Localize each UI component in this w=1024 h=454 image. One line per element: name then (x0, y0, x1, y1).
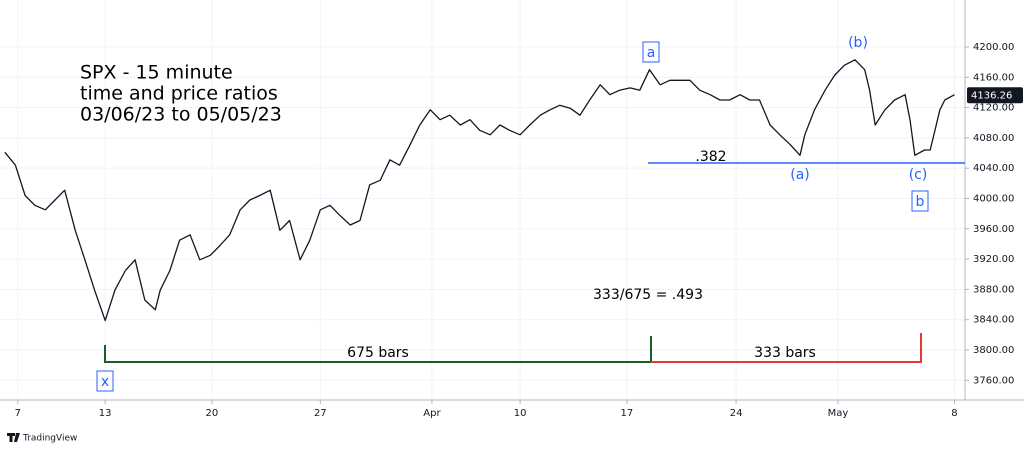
x-tick-label: 17 (621, 408, 634, 419)
wave-label: (a) (790, 167, 810, 183)
title-line: time and price ratios (80, 83, 278, 105)
last-price-label: 4136.26 (971, 90, 1012, 101)
price-line (4, 59, 955, 322)
y-tick-label: 3880.00 (973, 284, 1014, 295)
y-tick-label: 3960.00 (973, 224, 1014, 235)
fib-label: .382 (695, 149, 726, 165)
y-tick-label: 4160.00 (973, 72, 1014, 83)
ratio-label: 333/675 = .493 (593, 287, 703, 303)
y-tick-label: 3920.00 (973, 254, 1014, 265)
x-tick-label: Apr (423, 408, 441, 419)
title-line: 03/06/23 to 05/05/23 (80, 104, 282, 126)
x-tick-label: 8 (951, 408, 957, 419)
wave-label: (c) (909, 167, 928, 183)
bracket-675 (104, 336, 652, 363)
x-tick-label: 7 (15, 408, 21, 419)
x-tick-label: May (828, 408, 849, 419)
y-tick-label: 3800.00 (973, 345, 1014, 356)
wave-label: b (916, 194, 925, 210)
y-tick-label: 3760.00 (973, 375, 1014, 386)
last-price-box (967, 87, 1023, 104)
wave-label: a (647, 45, 656, 61)
wave-label: (b) (848, 35, 868, 51)
label-box (96, 370, 114, 392)
x-tick-label: 13 (99, 408, 112, 419)
plot (4, 59, 955, 322)
y-tick-label: 4040.00 (973, 163, 1014, 174)
bracket-333 (651, 333, 922, 363)
x-tick-label: 20 (206, 408, 219, 419)
label-box (911, 190, 929, 212)
grid (0, 0, 965, 400)
bar-count: 333 bars (754, 345, 816, 361)
y-tick-label: 4120.00 (973, 103, 1014, 114)
y-tick-label: 4000.00 (973, 193, 1014, 204)
y-tick-label: 4080.00 (973, 133, 1014, 144)
x-tick-label: 27 (314, 408, 327, 419)
y-tick-label: 3840.00 (973, 315, 1014, 326)
x-tick-label: 10 (514, 408, 527, 419)
x-tick-label: 24 (730, 408, 743, 419)
bar-count: 675 bars (347, 345, 409, 361)
y-tick-label: 4200.00 (973, 42, 1014, 53)
title-line: SPX - 15 minute (80, 62, 233, 84)
label-box (642, 41, 660, 63)
brand-logo (7, 433, 20, 442)
wave-label: x (101, 374, 109, 390)
brand: TradingView (22, 434, 77, 444)
